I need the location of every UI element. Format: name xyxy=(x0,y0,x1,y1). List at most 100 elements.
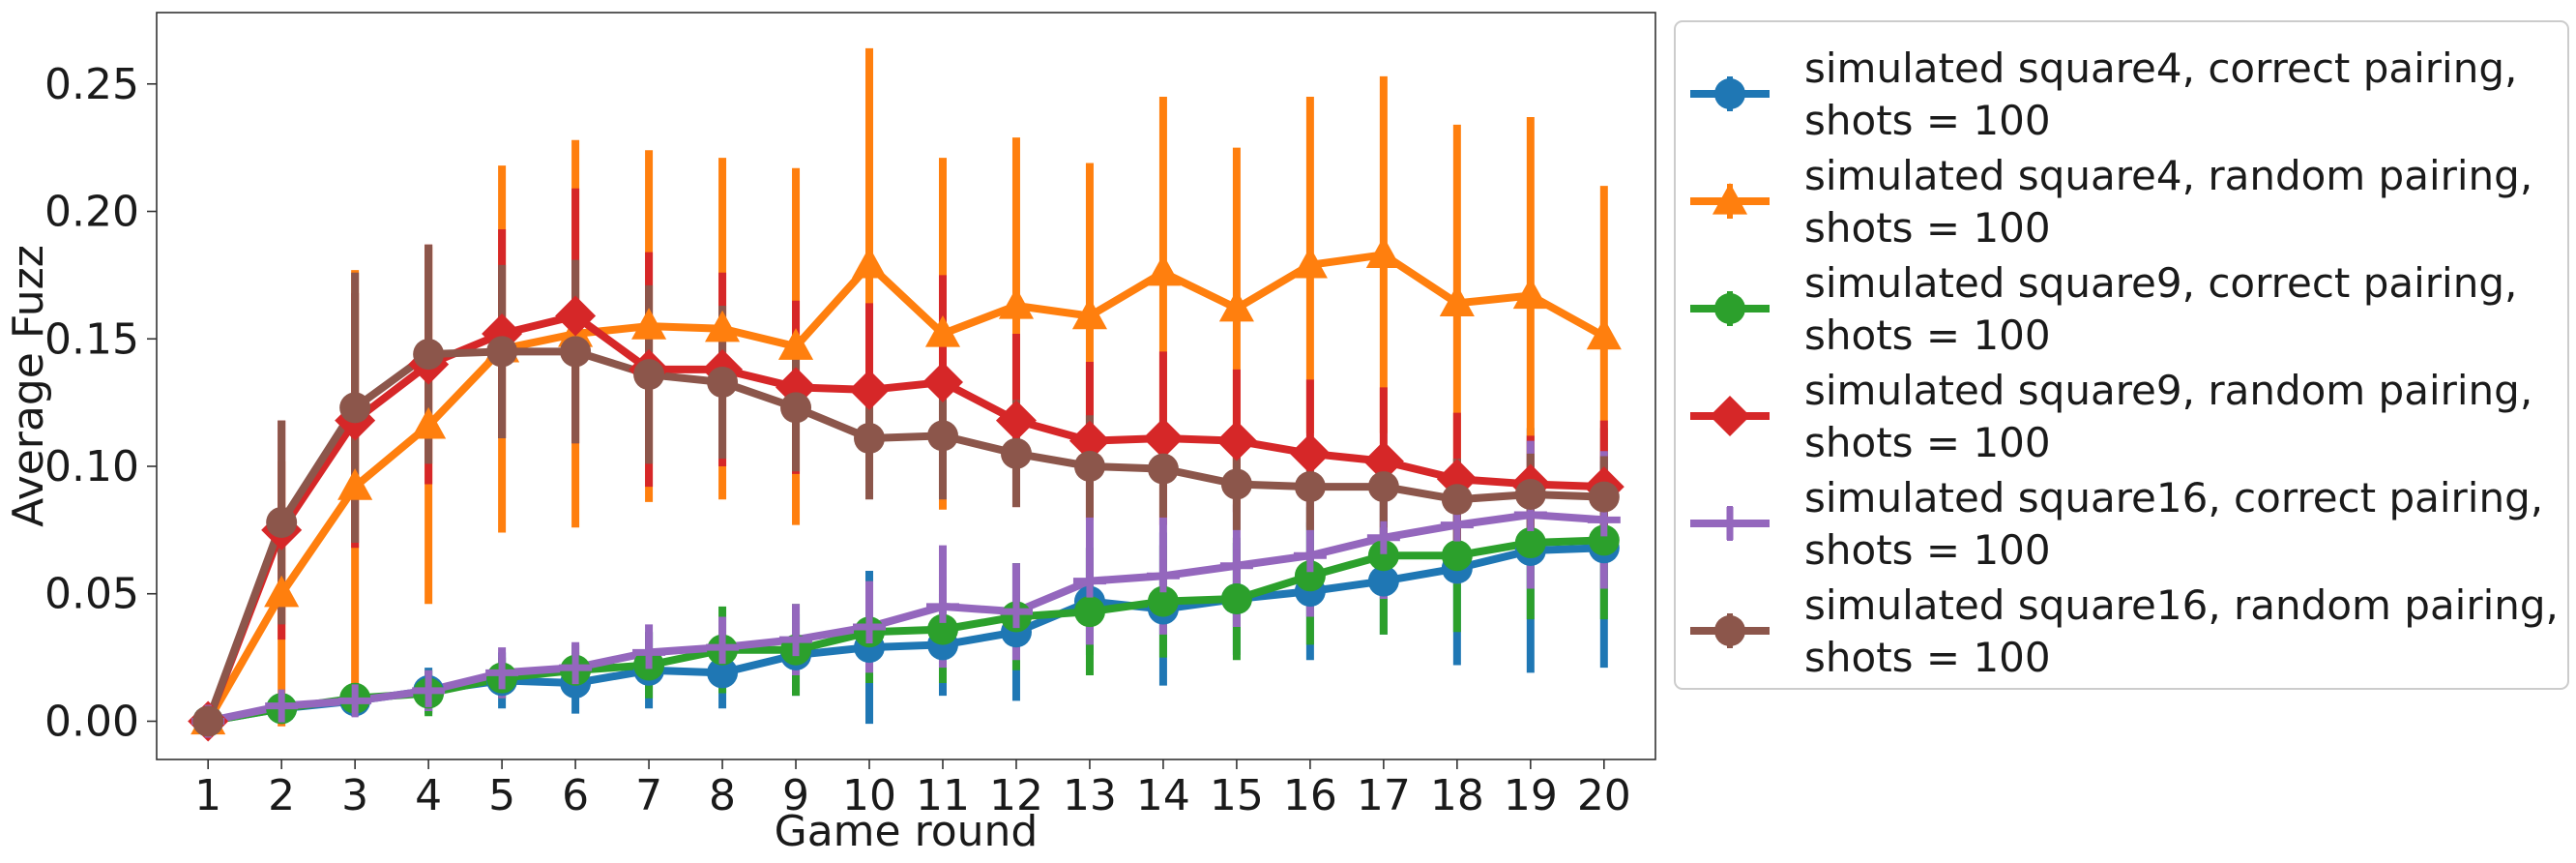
data-point xyxy=(1365,236,1401,268)
legend-entry: simulated square4, random pairing, shots … xyxy=(1690,152,2532,252)
legend-label: shots = 100 xyxy=(1804,526,2051,574)
data-point xyxy=(1147,585,1179,617)
series-line xyxy=(204,312,1604,723)
data-point xyxy=(1512,277,1548,310)
data-point xyxy=(849,369,891,410)
y-tick-label: 0.20 xyxy=(44,188,139,237)
y-tick-label: 0.00 xyxy=(44,697,139,746)
data-point xyxy=(265,689,299,723)
y-tick-label: 0.05 xyxy=(44,570,139,619)
data-point xyxy=(1367,540,1399,572)
data-point xyxy=(1439,284,1475,317)
data-point xyxy=(1367,471,1399,503)
data-point xyxy=(925,589,959,623)
y-tick-label: 0.25 xyxy=(44,60,139,109)
x-tick-label: 12 xyxy=(989,771,1043,820)
data-point xyxy=(1588,481,1620,513)
x-tick-label: 13 xyxy=(1063,771,1117,820)
data-point xyxy=(555,295,597,337)
legend-label: shots = 100 xyxy=(1804,312,2051,359)
x-tick-label: 7 xyxy=(635,771,662,820)
legend: simulated square4, correct pairing, shots… xyxy=(1674,20,2569,690)
data-point xyxy=(851,246,888,279)
data-point xyxy=(1588,524,1620,556)
legend-entry: simulated square9, correct pairing, shots… xyxy=(1690,259,2517,359)
y-axis-label: Average Fuzz xyxy=(4,245,53,527)
data-point xyxy=(1068,420,1110,461)
data-point xyxy=(1362,440,1404,482)
plot-frame xyxy=(156,12,1656,760)
data-point xyxy=(632,636,666,670)
legend-box xyxy=(1674,20,2569,690)
data-point xyxy=(411,406,447,439)
data-point xyxy=(192,705,224,737)
series-markers xyxy=(188,236,1625,742)
data-point xyxy=(926,613,958,645)
data-point xyxy=(1441,540,1473,572)
data-point xyxy=(413,339,445,371)
data-point xyxy=(1147,453,1179,485)
x-tick-label: 8 xyxy=(709,771,736,820)
data-point xyxy=(1071,297,1108,330)
x-tick-label: 3 xyxy=(341,771,368,820)
x-tick-label: 11 xyxy=(916,771,970,820)
y-tick-label: 0.10 xyxy=(44,442,139,491)
data-point xyxy=(1219,549,1253,582)
x-tick-label: 15 xyxy=(1210,771,1264,820)
x-tick-label: 1 xyxy=(194,771,221,820)
data-point xyxy=(1000,437,1032,469)
legend-marker xyxy=(1714,615,1745,646)
legend-label: shots = 100 xyxy=(1804,634,2051,681)
data-point xyxy=(485,656,519,690)
data-point xyxy=(1142,418,1184,460)
data-point xyxy=(780,392,812,424)
x-tick-label: 5 xyxy=(488,771,515,820)
legend-label: simulated square9, correct pairing, xyxy=(1804,259,2517,307)
data-point xyxy=(853,610,887,643)
data-point xyxy=(339,392,371,424)
data-point xyxy=(1220,583,1252,615)
legend-label: simulated square16, correct pairing, xyxy=(1804,474,2543,521)
data-point xyxy=(1072,564,1106,598)
data-point xyxy=(1586,317,1622,350)
data-point xyxy=(922,362,963,403)
data-point xyxy=(998,287,1035,319)
data-point xyxy=(1367,565,1399,597)
legend-marker xyxy=(1712,183,1748,215)
data-point xyxy=(779,623,813,657)
data-point xyxy=(707,367,739,399)
data-point xyxy=(854,423,886,455)
legend-entry: simulated square16, correct pairing, shot… xyxy=(1690,474,2543,574)
data-point xyxy=(1293,539,1327,573)
data-point xyxy=(559,651,593,685)
data-point xyxy=(1294,560,1326,592)
data-point xyxy=(560,336,592,368)
legend-marker xyxy=(1714,293,1745,324)
legend-label: shots = 100 xyxy=(1804,97,2051,144)
data-point xyxy=(1145,253,1181,286)
legend-label: simulated square9, random pairing, xyxy=(1804,367,2532,414)
x-tick-label: 17 xyxy=(1357,771,1411,820)
data-point xyxy=(1292,246,1328,279)
legend-entry: simulated square9, random pairing, shots … xyxy=(1690,367,2532,466)
data-point xyxy=(704,310,741,342)
data-point xyxy=(486,336,518,368)
y-tick-label: 0.15 xyxy=(44,314,139,364)
data-point xyxy=(264,575,300,608)
legend-marker xyxy=(1714,78,1745,109)
data-point xyxy=(1441,484,1473,516)
legend-label: simulated square4, correct pairing, xyxy=(1804,45,2517,92)
data-point xyxy=(999,595,1033,629)
data-point xyxy=(338,684,372,718)
data-point xyxy=(777,328,814,360)
legend-entry: simulated square16, random pairing, shots… xyxy=(1690,581,2559,681)
data-point xyxy=(1366,521,1400,554)
data-point xyxy=(1218,289,1254,322)
x-tick-label: 14 xyxy=(1136,771,1190,820)
x-tick-label: 4 xyxy=(415,771,442,820)
x-tick-label: 10 xyxy=(842,771,896,820)
data-point xyxy=(1514,527,1546,559)
legend-marker xyxy=(1713,507,1746,540)
data-point xyxy=(1073,450,1105,482)
